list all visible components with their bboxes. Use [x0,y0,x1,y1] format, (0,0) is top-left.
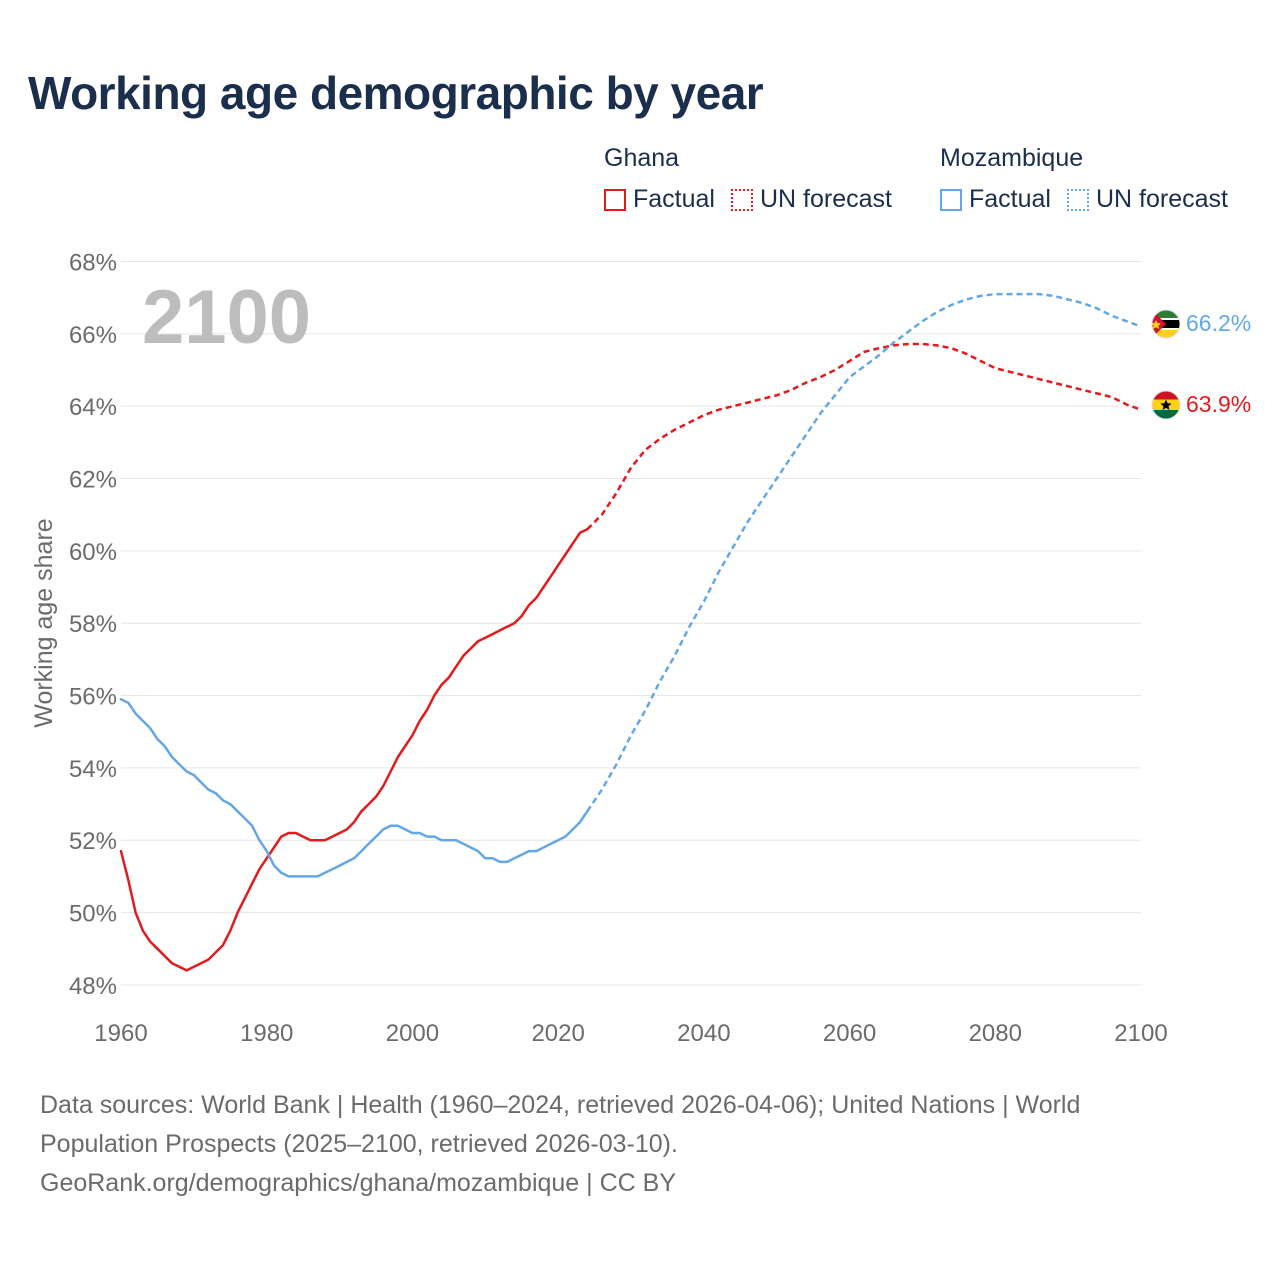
mozambique-flag-icon [1151,309,1181,339]
y-tick-label: 66% [69,322,117,349]
y-tick-label: 50% [69,901,117,928]
mozambique-factual-label[interactable]: Factual [969,185,1051,213]
ghana-forecast-label[interactable]: UN forecast [759,185,892,213]
year-watermark: 2100 [142,275,311,360]
footer-sources-line-2: Population Prospects (2025–2100, retriev… [40,1130,678,1158]
x-tick-label: 2060 [823,1020,876,1047]
y-axis-ticks: 48% 50% 52% 54% 56% 58% 60% 62% 64% 66% 68% [69,250,117,1000]
y-tick-label: 62% [69,467,117,494]
mozambique-forecast-label[interactable]: UN forecast [1095,185,1228,213]
y-tick-label: 54% [69,756,117,783]
footer-sources-line-1: Data sources: World Bank | Health (1960–… [40,1091,1081,1119]
ghana-forecast-swatch[interactable] [730,188,753,211]
ghana-factual-label[interactable]: Factual [633,185,715,213]
x-tick-label: 2000 [386,1020,439,1047]
x-tick-label: 1980 [240,1020,293,1047]
footer: Data sources: World Bank | Health (1960–… [40,1086,1240,1203]
y-axis-label: Working age share [30,518,58,727]
y-tick-label: 56% [69,684,117,711]
y-tick-label: 58% [69,611,117,638]
y-tick-label: 60% [69,539,117,566]
ghana-forecast-line[interactable] [586,342,1142,531]
x-tick-label: 2100 [1114,1020,1167,1047]
legend-mozambique: Mozambique Factual UN forecast [940,144,1228,214]
mozambique-forecast-line[interactable] [586,292,1142,812]
mozambique-factual-line[interactable] [119,697,589,878]
y-tick-label: 48% [69,973,117,1000]
y-tick-label: 52% [69,828,117,855]
x-axis-ticks: 1960 1980 2000 2020 2040 2060 2080 2100 [94,1020,1167,1047]
ghana-factual-line[interactable] [119,527,589,972]
gridlines [121,261,1141,986]
y-tick-label: 68% [69,250,117,277]
x-tick-label: 2040 [677,1020,730,1047]
ghana-flag-icon [1151,390,1181,420]
ghana-factual-swatch[interactable] [604,188,626,211]
x-tick-label: 2080 [969,1020,1022,1047]
legend-ghana-name: Ghana [604,144,680,172]
x-tick-label: 1960 [94,1020,147,1047]
mozambique-forecast-swatch[interactable] [1066,188,1089,211]
ghana-end-label: 63.9% [1186,391,1251,417]
mozambique-factual-swatch[interactable] [940,188,962,211]
x-tick-label: 2020 [531,1020,584,1047]
legend-ghana: Ghana Factual UN forecast [604,144,908,214]
legend-mozambique-name: Mozambique [940,144,1084,172]
chart-title: Working age demographic by year [28,67,764,119]
line-chart: 48%50%52%54%56%58%60%62%64%66%68% 1960 19… [30,250,1251,1048]
footer-attribution[interactable]: GeoRank.org/demographics/ghana/mozambiqu… [40,1169,676,1197]
mozambique-end-label: 66.2% [1186,310,1251,336]
series-lines [119,292,1142,972]
y-tick-label: 64% [69,394,117,421]
